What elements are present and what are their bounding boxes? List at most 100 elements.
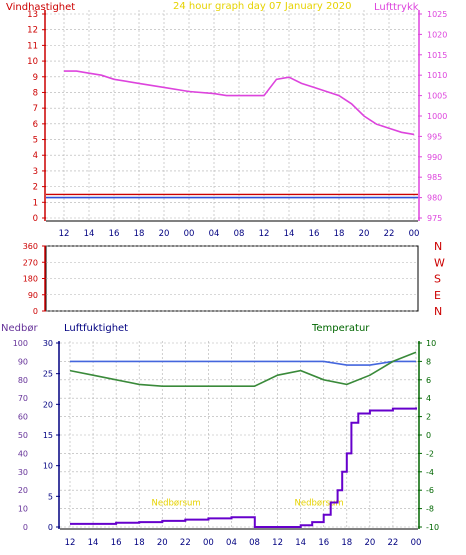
wind-tick-label: 12: [27, 26, 38, 36]
pressure-tick-label: 985: [427, 173, 442, 182]
precip-tick-label: 0: [23, 523, 28, 532]
x-tick-label-bottom: 08: [249, 538, 260, 548]
pressure-tick-label: 990: [427, 153, 442, 162]
x-tick-label-bottom: 14: [88, 538, 99, 548]
humidity-axis-title: Luftfuktighet: [64, 323, 128, 334]
wind-tick-label: 6: [33, 120, 38, 130]
pressure-tick-label: 1020: [427, 30, 447, 39]
x-tick-label-bottom: 00: [203, 538, 214, 548]
x-tick-label-bottom: 12: [65, 538, 76, 548]
pressure-series-line: [64, 70, 415, 136]
wind-tick-label: 3: [33, 167, 38, 177]
humidity-tick-label: 5: [48, 492, 53, 501]
compass-label: N: [434, 240, 442, 253]
direction-tick-label: 270: [23, 258, 38, 267]
temperature-tick-label: 2: [426, 413, 431, 422]
pressure-tick-label: 1025: [427, 10, 447, 19]
x-tick-label-top: 20: [359, 229, 370, 239]
pressure-tick-label: 975: [427, 214, 442, 223]
pressure-tick-label: 995: [427, 132, 442, 141]
x-tick-label-bottom: 00: [411, 538, 422, 548]
x-tick-label-bottom: 18: [341, 538, 352, 548]
humidity-series-line: [70, 360, 416, 366]
x-tick-label-top: 14: [284, 229, 295, 239]
precip-tick-label: 100: [13, 339, 28, 348]
x-tick-label-top: 20: [159, 229, 170, 239]
wind-tick-label: 5: [33, 136, 38, 146]
precip-axis-title: Nedbør: [1, 323, 38, 334]
x-tick-label-bottom: 20: [157, 538, 168, 548]
x-tick-label-bottom: 18: [134, 538, 145, 548]
x-tick-label-bottom: 12: [272, 538, 283, 548]
precip-series-line: [70, 407, 417, 528]
humidity-tick-label: 30: [43, 339, 53, 348]
x-tick-label-top: 22: [384, 229, 395, 239]
chart-title: 24 hour graph day 07 January 2020: [173, 1, 351, 12]
x-tick-label-top: 12: [259, 229, 270, 239]
x-tick-label-bottom: 22: [388, 538, 399, 548]
x-tick-label-top: 14: [84, 229, 95, 239]
x-tick-label-top: 16: [109, 229, 120, 239]
temperature-tick-label: 10: [426, 339, 436, 348]
precip-tick-label: 70: [18, 394, 28, 403]
direction-tick-label: 360: [23, 242, 38, 251]
pressure-axis-title: Lufttrykk: [374, 2, 419, 13]
wind-tick-label: 4: [33, 151, 38, 161]
wind-tick-label: 1: [33, 198, 38, 208]
direction-tick-label: 0: [33, 307, 38, 316]
pressure-tick-label: 1000: [427, 112, 447, 121]
temperature-tick-label: 8: [426, 357, 431, 366]
precip-tick-label: 40: [18, 449, 28, 458]
x-tick-label-top: 16: [309, 229, 320, 239]
humidity-tick-label: 15: [43, 431, 53, 440]
wind-tick-label: 9: [33, 73, 38, 83]
wind-tick-label: 2: [33, 183, 38, 193]
wind-tick-label: 13: [27, 10, 38, 20]
compass-label: E: [434, 289, 441, 302]
pressure-tick-label: 1005: [427, 92, 447, 101]
precip-tick-label: 50: [18, 431, 28, 440]
compass-label: S: [434, 273, 441, 286]
temperature-tick-label: 0: [426, 431, 431, 440]
x-tick-label-top: 18: [334, 229, 345, 239]
precip-tick-label: 20: [18, 486, 28, 495]
pressure-tick-label: 1015: [427, 51, 447, 60]
pressure-tick-label: 1010: [427, 71, 447, 80]
humidity-tick-label: 25: [43, 370, 53, 379]
x-tick-label-top: 00: [184, 229, 195, 239]
x-tick-label-bottom: 16: [111, 538, 122, 548]
wind-tick-label: 0: [33, 214, 38, 224]
precip-tick-label: 10: [18, 505, 28, 514]
x-tick-label-bottom: 20: [364, 538, 375, 548]
temperature-tick-label: -2: [426, 449, 434, 458]
compass-label: W: [434, 256, 445, 269]
x-tick-label-top: 08: [234, 229, 245, 239]
precip-sum-annotation: Nedbørsum: [295, 499, 344, 509]
temperature-series-line: [69, 351, 417, 387]
humidity-tick-label: 20: [43, 400, 53, 409]
x-tick-label-bottom: 14: [295, 538, 306, 548]
wind-tick-label: 10: [27, 57, 38, 67]
x-tick-label-bottom: 22: [180, 538, 191, 548]
x-tick-label-top: 18: [134, 229, 145, 239]
temperature-tick-label: -8: [426, 505, 434, 514]
temperature-tick-label: 4: [426, 394, 431, 403]
x-tick-label-bottom: 04: [226, 538, 237, 548]
precip-tick-label: 90: [18, 357, 28, 366]
direction-tick-label: 90: [28, 291, 38, 300]
wind-tick-label: 8: [33, 88, 38, 98]
humidity-tick-label: 10: [43, 462, 53, 471]
pressure-tick-label: 980: [427, 194, 442, 203]
temperature-tick-label: 6: [426, 376, 431, 385]
wind-tick-label: 11: [27, 41, 38, 51]
precip-sum-annotation: Nedbørsum: [152, 499, 201, 509]
compass-label: N: [434, 305, 442, 318]
x-tick-label-top: 00: [409, 229, 420, 239]
chart-layer: 12 14 16 18 20 00 04 08 12 14 16 18 20 22 000123456789…: [13, 10, 447, 548]
temperature-tick-label: -4: [426, 468, 434, 477]
temperature-axis-title: Temperatur: [311, 323, 370, 334]
temperature-tick-label: -6: [426, 486, 434, 495]
